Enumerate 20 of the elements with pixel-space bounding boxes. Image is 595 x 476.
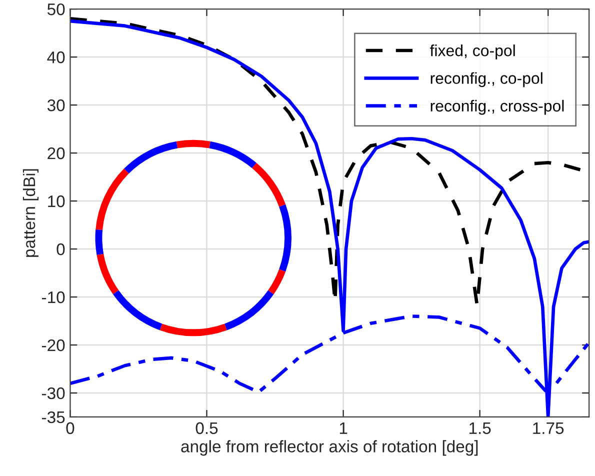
y-tick-label: 0 bbox=[56, 243, 65, 256]
x-axis-title: angle from reflector axis of rotation [deg] bbox=[181, 440, 478, 456]
legend-label: reconfig., cross-pol bbox=[430, 100, 564, 115]
y-tick-label: -20 bbox=[42, 339, 65, 352]
y-tick-label: 40 bbox=[47, 51, 65, 64]
y-tick-label: 50 bbox=[47, 3, 65, 16]
x-tick-label: 1 bbox=[340, 422, 348, 434]
x-tick-label: 1.75 bbox=[533, 422, 564, 434]
x-tick-label: 0 bbox=[66, 422, 74, 434]
x-tick-label: 1.5 bbox=[470, 422, 491, 434]
y-tick-label: 10 bbox=[48, 195, 65, 208]
y-tick-label: 20 bbox=[48, 147, 65, 160]
y-tick-label: -35 bbox=[42, 411, 65, 424]
y-tick-label: 30 bbox=[47, 99, 65, 112]
y-tick-label: -30 bbox=[42, 387, 65, 400]
legend-label: reconfig., co-pol bbox=[430, 72, 542, 88]
legend-label: fixed, co-pol bbox=[430, 44, 515, 60]
y-axis-title: pattern [dBi] bbox=[22, 169, 38, 257]
y-tick-label: -10 bbox=[42, 291, 65, 304]
x-tick-label: 0.5 bbox=[196, 422, 218, 434]
